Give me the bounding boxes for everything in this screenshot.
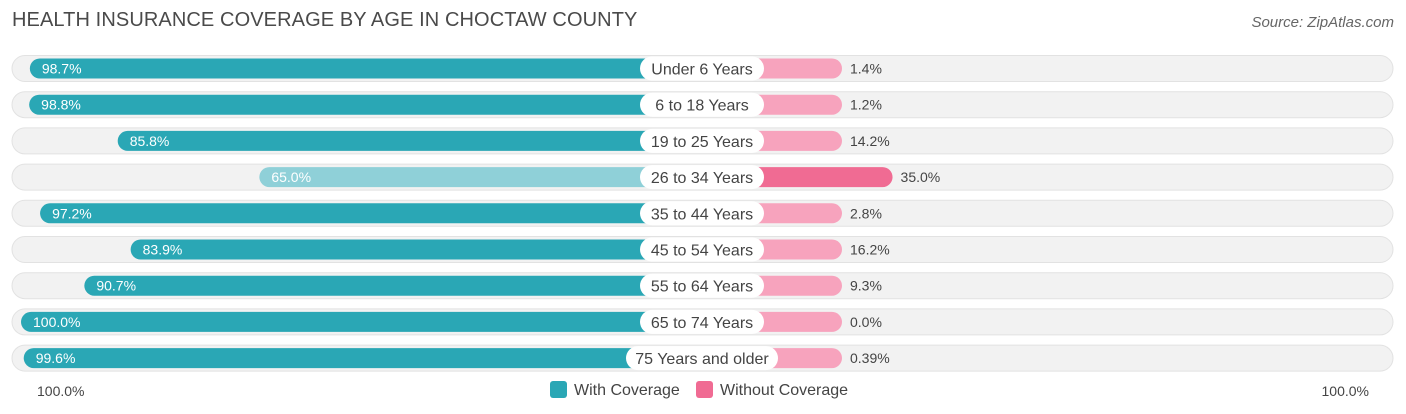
without-coverage-label: 14.2% — [850, 133, 890, 149]
category-label: 6 to 18 Years — [655, 98, 748, 115]
with-coverage-label: 98.7% — [42, 61, 82, 77]
category-label: 26 to 34 Years — [651, 170, 753, 187]
with-coverage-bar — [259, 167, 702, 188]
chart-title: HEALTH INSURANCE COVERAGE BY AGE IN CHOC… — [12, 9, 638, 31]
category-label: 35 to 44 Years — [651, 206, 753, 223]
with-coverage-label: 85.8% — [130, 133, 170, 149]
axis-label-right: 100.0% — [1322, 383, 1369, 399]
row-4: 97.2% 35 to 44 Years 2.8% — [11, 199, 1394, 227]
axis-label-left: 100.0% — [37, 383, 84, 399]
with-coverage-bar — [21, 311, 702, 332]
legend: With Coverage Without Coverage — [550, 381, 848, 399]
with-coverage-bar — [29, 58, 702, 79]
with-coverage-bar — [29, 94, 703, 115]
category-label: 19 to 25 Years — [651, 134, 753, 151]
row-7: 100.0% 65 to 74 Years 0.0% — [11, 308, 1394, 336]
category-pill — [640, 201, 764, 226]
legend-label-without: Without Coverage — [720, 382, 848, 399]
with-coverage-label: 90.7% — [96, 278, 136, 294]
with-coverage-label: 99.6% — [36, 350, 76, 366]
legend-label-with: With Coverage — [574, 382, 680, 399]
category-pill — [640, 309, 764, 334]
without-coverage-label: 35.0% — [901, 169, 941, 185]
category-pill — [640, 56, 764, 81]
row-1: 98.8% 6 to 18 Years 1.2% — [11, 91, 1394, 119]
row-3: 65.0% 26 to 34 Years 35.0% — [11, 163, 1394, 191]
category-pill — [640, 237, 764, 262]
chart-source: Source: ZipAtlas.com — [1251, 14, 1394, 31]
category-pill — [640, 92, 764, 117]
without-coverage-label: 9.3% — [850, 278, 882, 294]
with-coverage-label: 65.0% — [271, 169, 311, 185]
category-pill — [640, 165, 764, 190]
with-coverage-label: 83.9% — [143, 242, 183, 258]
with-coverage-label: 100.0% — [33, 314, 80, 330]
without-coverage-label: 16.2% — [850, 242, 890, 258]
category-pill — [640, 128, 764, 153]
with-coverage-bar — [23, 348, 703, 369]
category-label: 45 to 54 Years — [651, 243, 753, 260]
category-label: 75 Years and older — [635, 351, 769, 368]
category-label: 65 to 74 Years — [651, 315, 753, 332]
without-coverage-label: 0.0% — [850, 314, 882, 330]
category-pill — [640, 273, 764, 298]
legend-swatch-without — [696, 381, 713, 398]
with-coverage-bar — [130, 239, 703, 260]
category-label: 55 to 64 Years — [651, 279, 753, 296]
without-coverage-label: 1.2% — [850, 97, 882, 113]
with-coverage-bar — [84, 275, 702, 296]
row-0: 98.7% Under 6 Years 1.4% — [11, 55, 1394, 82]
with-coverage-label: 98.8% — [41, 97, 81, 113]
row-5: 83.9% 45 to 54 Years 16.2% — [11, 236, 1394, 263]
category-pill — [626, 346, 778, 371]
with-coverage-bar — [40, 203, 703, 224]
with-coverage-bar — [117, 130, 702, 151]
without-coverage-label: 0.39% — [850, 350, 890, 366]
row-2: 85.8% 19 to 25 Years 14.2% — [11, 127, 1394, 155]
without-coverage-label: 2.8% — [850, 205, 882, 221]
row-8: 99.6% 75 Years and older 0.39% — [11, 344, 1394, 372]
legend-swatch-with — [550, 381, 567, 398]
category-label: Under 6 Years — [651, 62, 752, 79]
row-6: 90.7% 55 to 64 Years 9.3% — [11, 272, 1394, 300]
without-coverage-label: 1.4% — [850, 61, 882, 77]
with-coverage-label: 97.2% — [52, 205, 92, 221]
